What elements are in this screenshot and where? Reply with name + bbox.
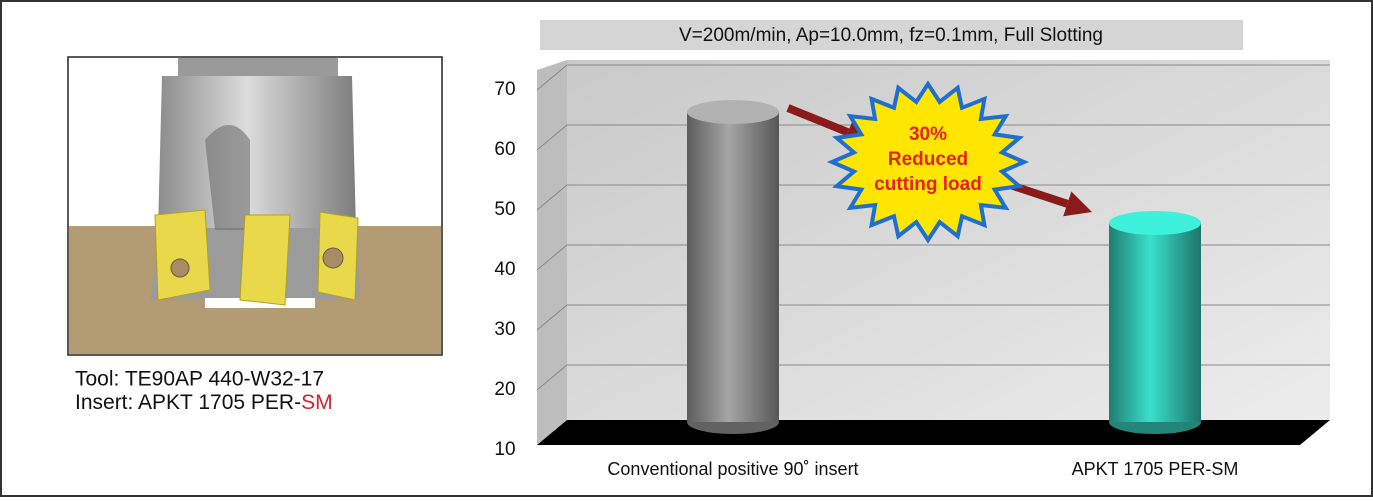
page: Tool: TE90AP 440-W32-17 Insert: APKT 170…	[0, 0, 1373, 497]
x-tick-label: APKT 1705 PER-SM	[1072, 459, 1239, 479]
insert-prefix: Insert: APKT 1705 PER-	[75, 391, 301, 414]
cylinder-top	[687, 100, 779, 124]
bar	[1109, 223, 1201, 422]
y-tick-label: 10	[494, 439, 515, 460]
annotation-text: Reduced	[888, 149, 968, 170]
insert-label: Insert: APKT 1705 PER-SM	[75, 391, 333, 414]
chart-subtitle: V=200m/min, Ap=10.0mm, fz=0.1mm, Full Sl…	[679, 25, 1103, 46]
insert-suffix: SM	[301, 391, 333, 414]
y-tick-label: 40	[494, 259, 515, 280]
x-tick-label: Conventional positive 90˚ insert	[607, 459, 858, 479]
y-tick-label: 30	[494, 319, 515, 340]
annotation-text: 30%	[909, 124, 947, 145]
y-tick-label: 60	[494, 139, 515, 160]
bar	[687, 112, 779, 422]
tool-illustration	[68, 57, 442, 355]
cylinder-top	[1109, 211, 1201, 235]
y-tick-label: 70	[494, 79, 515, 100]
annotation-text: cutting load	[874, 174, 982, 195]
tool-label: Tool: TE90AP 440-W32-17	[75, 368, 324, 391]
floor	[537, 420, 1330, 445]
y-tick-label: 20	[494, 379, 515, 400]
y-tick-label: 50	[494, 199, 515, 220]
side-wall	[537, 60, 567, 445]
